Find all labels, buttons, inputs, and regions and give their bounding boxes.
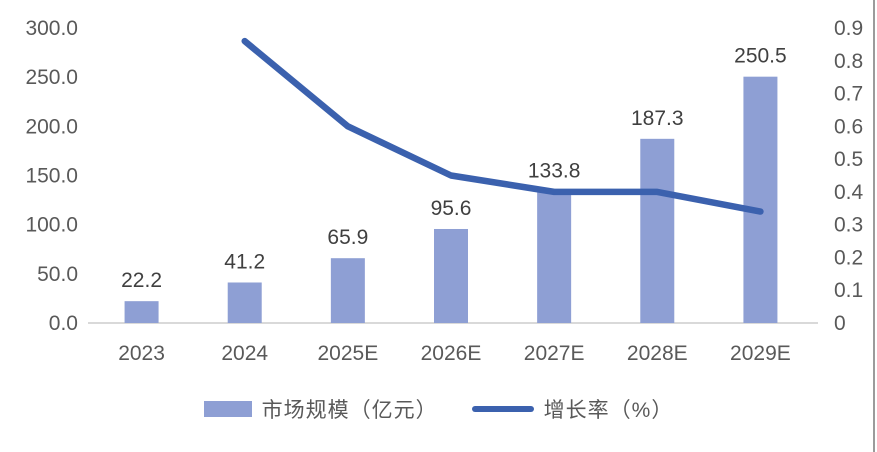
legend-item-growth-rate: 增长率（%） bbox=[471, 394, 674, 424]
bar-value-label: 22.2 bbox=[121, 269, 162, 292]
bar-value-label: 65.9 bbox=[327, 226, 368, 249]
left-axis-tick: 250.0 bbox=[25, 66, 78, 89]
bar-value-label: 250.5 bbox=[734, 45, 787, 68]
bar-value-label: 41.2 bbox=[224, 250, 265, 273]
right-axis-tick: 0.8 bbox=[834, 50, 863, 73]
legend-label-growth-rate: 增长率（%） bbox=[543, 399, 674, 422]
line-series-swatch bbox=[471, 406, 534, 412]
left-axis-tick: 0.0 bbox=[49, 312, 78, 335]
legend-label-market-size: 市场规模（亿元） bbox=[261, 399, 438, 422]
bar-2028E bbox=[640, 138, 675, 323]
x-axis-label: 2024 bbox=[221, 342, 268, 365]
bar-value-label: 187.3 bbox=[631, 107, 684, 130]
right-axis-tick: 0.7 bbox=[834, 83, 863, 106]
right-axis-tick: 0.9 bbox=[834, 17, 863, 40]
x-axis-label: 2026E bbox=[421, 342, 482, 365]
bar-2023 bbox=[124, 301, 159, 323]
right-axis-tick: 0.5 bbox=[834, 148, 863, 171]
left-axis-tick: 50.0 bbox=[37, 263, 78, 286]
right-axis-tick: 0 bbox=[834, 312, 846, 335]
bar-2026E bbox=[434, 228, 468, 323]
bar-series-swatch bbox=[203, 401, 252, 417]
left-axis-tick: 200.0 bbox=[25, 115, 78, 138]
bar-2025E bbox=[330, 258, 365, 323]
growth-rate-line bbox=[241, 37, 764, 215]
left-axis-tick: 300.0 bbox=[25, 17, 78, 40]
bar-value-label: 95.6 bbox=[431, 197, 472, 220]
legend-item-market-size: 市场规模（亿元） bbox=[203, 394, 438, 424]
right-axis-tick: 0.3 bbox=[834, 214, 863, 237]
x-axis-label: 2028E bbox=[627, 342, 688, 365]
left-axis-tick: 150.0 bbox=[25, 165, 78, 188]
right-axis-tick: 0.2 bbox=[834, 246, 863, 269]
bar-2029E bbox=[743, 76, 778, 323]
x-axis-label: 2027E bbox=[524, 342, 585, 365]
x-axis-label: 2023 bbox=[118, 342, 165, 365]
right-axis-tick: 0.4 bbox=[834, 181, 864, 204]
right-axis-tick: 0.6 bbox=[834, 115, 863, 138]
bar-2027E bbox=[537, 191, 572, 323]
right-axis-tick: 0.1 bbox=[834, 279, 863, 302]
chart-legend: 市场规模（亿元） 增长率（%） bbox=[0, 394, 877, 424]
x-axis-label: 2029E bbox=[730, 342, 791, 365]
bar-value-label: 133.8 bbox=[528, 159, 581, 182]
left-axis-tick: 100.0 bbox=[25, 214, 78, 237]
bar-2024 bbox=[227, 282, 262, 323]
x-axis-label: 2025E bbox=[317, 342, 378, 365]
